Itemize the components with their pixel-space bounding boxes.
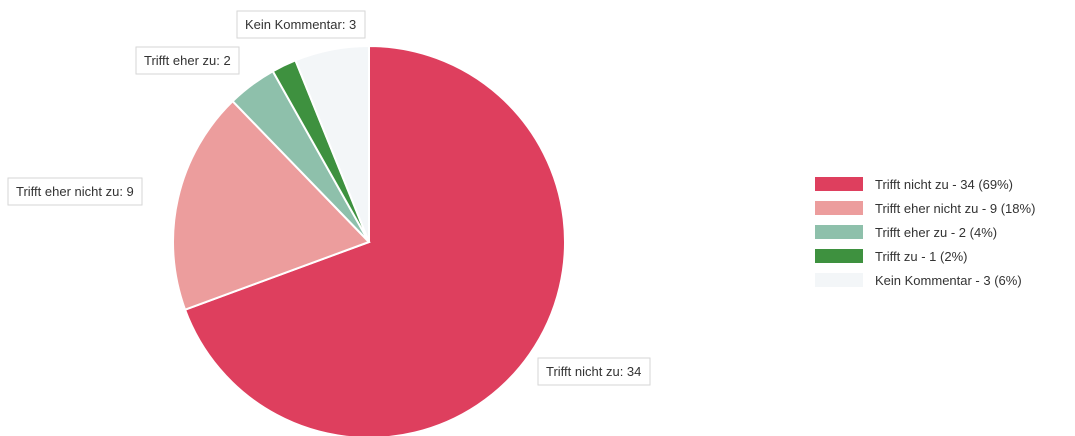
callout-trifft-nicht-zu: Trifft nicht zu: 34 [537,357,651,386]
callout-trifft-eher-nicht-zu: Trifft eher nicht zu: 9 [7,177,143,206]
legend-item-kein-kommentar[interactable]: Kein Kommentar - 3 (6%) [815,273,1022,288]
slice-callouts: Trifft nicht zu: 34 Trifft eher nicht zu:… [7,10,651,386]
callout-box-trifft-eher-nicht-zu [7,177,143,206]
legend-swatch-trifft-eher-nicht-zu [815,201,863,215]
legend: Trifft nicht zu - 34 (69%) Trifft eher ni… [815,177,1035,288]
legend-item-trifft-zu[interactable]: Trifft zu - 1 (2%) [815,249,967,264]
pie-slice-trifft-nicht-zu[interactable] [183,44,566,436]
callout-trifft-eher-zu: Trifft eher zu: 2 [135,46,240,75]
legend-label-trifft-nicht-zu: Trifft nicht zu - 34 (69%) [875,177,1013,192]
callout-label-trifft-nicht-zu: Trifft nicht zu: 34 [546,364,641,379]
legend-item-trifft-nicht-zu[interactable]: Trifft nicht zu - 34 (69%) [815,177,1013,192]
callout-label-kein-kommentar: Kein Kommentar: 3 [245,17,356,32]
legend-swatch-trifft-eher-zu [815,225,863,239]
pie-slice-trifft-eher-nicht-zu[interactable] [172,99,371,311]
pie-slice-kein-kommentar[interactable] [294,44,370,243]
legend-label-trifft-zu: Trifft zu - 1 (2%) [875,249,967,264]
pie-slices [172,44,566,436]
callout-kein-kommentar: Kein Kommentar: 3 [236,10,366,39]
legend-item-trifft-eher-zu[interactable]: Trifft eher zu - 2 (4%) [815,225,997,240]
callout-box-trifft-eher-zu [135,46,240,75]
callout-label-trifft-eher-nicht-zu: Trifft eher nicht zu: 9 [16,184,134,199]
legend-swatch-trifft-zu [815,249,863,263]
callout-box-kein-kommentar [236,10,366,39]
legend-label-trifft-eher-nicht-zu: Trifft eher nicht zu - 9 (18%) [875,201,1035,216]
callout-label-trifft-eher-zu: Trifft eher zu: 2 [144,53,231,68]
callout-box-trifft-nicht-zu [537,357,651,386]
legend-label-kein-kommentar: Kein Kommentar - 3 (6%) [875,273,1022,288]
legend-swatch-kein-kommentar [815,273,863,287]
legend-item-trifft-eher-nicht-zu[interactable]: Trifft eher nicht zu - 9 (18%) [815,201,1035,216]
legend-swatch-trifft-nicht-zu [815,177,863,191]
legend-label-trifft-eher-zu: Trifft eher zu - 2 (4%) [875,225,997,240]
